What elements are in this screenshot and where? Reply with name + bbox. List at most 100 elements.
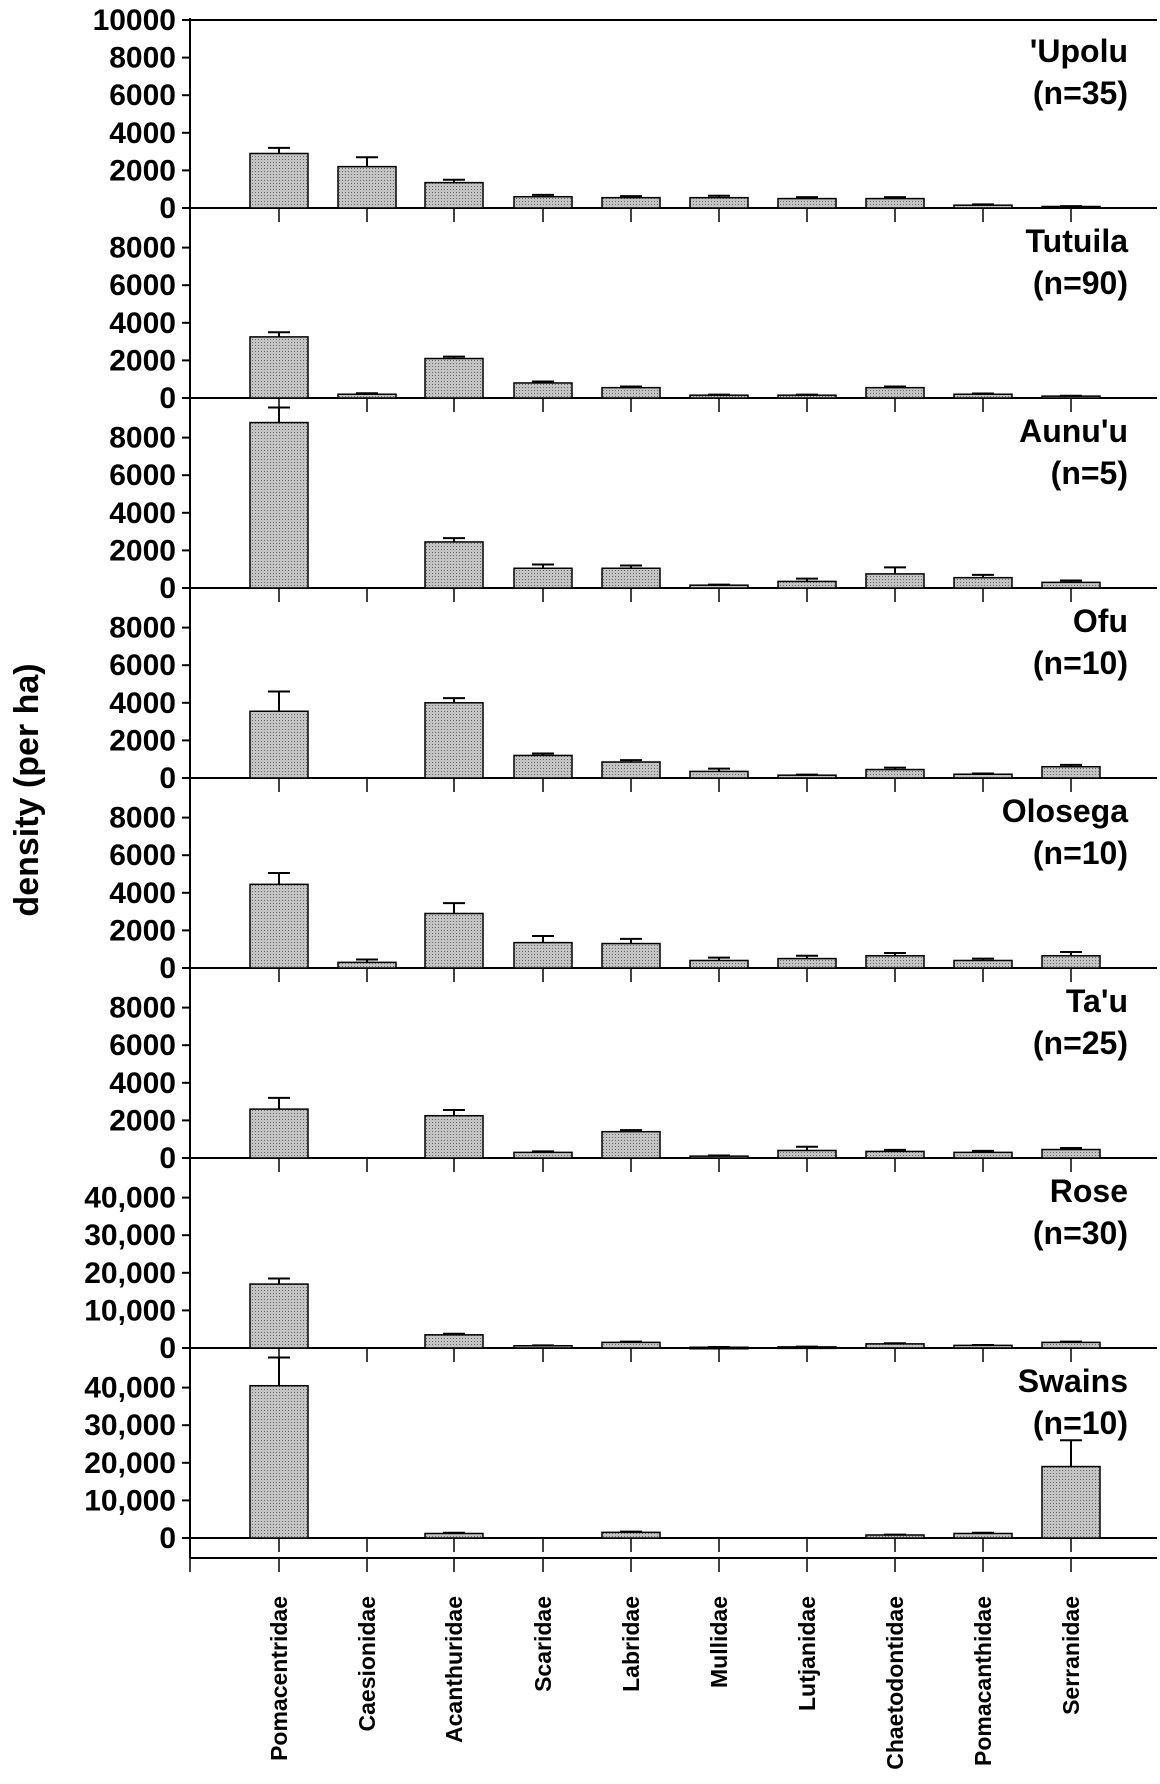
bar-scaridae — [513, 382, 573, 399]
bar-pomacentridae — [249, 883, 309, 969]
y-tick-label: 8000 — [109, 612, 176, 645]
y-tick-label: 6000 — [109, 459, 176, 492]
bar-caesionidae — [337, 393, 397, 399]
y-tick-label: 0 — [159, 382, 176, 415]
panel-name-label: Rose — [1050, 1173, 1128, 1209]
y-tick-label: 8000 — [109, 232, 176, 265]
bar-acanthuridae — [424, 181, 484, 209]
category-label-pomacentridae: Pomacentridae — [266, 1596, 292, 1761]
y-tick-label: 30,000 — [84, 1219, 176, 1252]
bar-scaridae — [513, 1151, 573, 1159]
y-tick-label: 0 — [159, 192, 176, 225]
y-tick-label: 8000 — [109, 802, 176, 835]
panel-name-label: Ofu — [1073, 603, 1128, 639]
bar-pomacanthidae — [953, 773, 1013, 779]
category-label-labridae: Labridae — [618, 1596, 644, 1692]
y-tick-label: 4000 — [109, 497, 176, 530]
panel-name-label: Tutuila — [1026, 223, 1129, 259]
category-label-chaetodontidae: Chaetodontidae — [882, 1596, 908, 1770]
bar-acanthuridae — [424, 541, 484, 589]
y-tick-label: 10000 — [93, 4, 176, 37]
bar-pomacanthidae — [953, 393, 1013, 399]
y-tick-label: 2000 — [109, 1104, 176, 1137]
bar-chaetodontidae — [865, 768, 925, 779]
bar-labridae — [601, 1531, 661, 1539]
bar-labridae — [601, 196, 661, 209]
y-tick-label: 40,000 — [84, 1182, 176, 1215]
y-tick-label: 4000 — [109, 117, 176, 150]
y-tick-label: 0 — [159, 1332, 176, 1365]
category-label-acanthuridae: Acanthuridae — [441, 1596, 467, 1743]
y-tick-label: 2000 — [109, 724, 176, 757]
bar-labridae — [601, 1130, 661, 1159]
bar-pomacanthidae — [953, 1532, 1013, 1539]
y-tick-label: 6000 — [109, 269, 176, 302]
y-axis-title: density (per ha) — [8, 663, 46, 916]
bar-lutjanidae — [777, 1149, 837, 1159]
y-tick-label: 4000 — [109, 1067, 176, 1100]
y-tick-label: 2000 — [109, 154, 176, 187]
bar-pomacanthidae — [953, 204, 1013, 209]
panel-n-label: (n=30) — [1033, 1215, 1128, 1251]
y-tick-label: 4000 — [109, 307, 176, 340]
bar-labridae — [601, 942, 661, 969]
bar-serranidae — [1041, 765, 1101, 779]
y-tick-label: 40,000 — [84, 1372, 176, 1405]
bar-chaetodontidae — [865, 197, 925, 209]
y-tick-label: 0 — [159, 952, 176, 985]
bar-labridae — [601, 1341, 661, 1349]
panel-n-label: (n=35) — [1033, 75, 1128, 111]
y-tick-label: 8000 — [109, 42, 176, 75]
y-tick-label: 10,000 — [84, 1484, 176, 1517]
y-tick-label: 20,000 — [84, 1257, 176, 1290]
bar-pomacentridae — [249, 1384, 309, 1539]
bar-chaetodontidae — [865, 1150, 925, 1159]
category-label-mullidae: Mullidae — [706, 1596, 732, 1688]
panel-name-label: Olosega — [1002, 793, 1128, 829]
bar-acanthuridae — [424, 1532, 484, 1539]
bar-serranidae — [1041, 1465, 1101, 1539]
bar-lutjanidae — [777, 580, 837, 589]
y-tick-label: 6000 — [109, 79, 176, 112]
panel-name-label: Aunu'u — [1019, 413, 1128, 449]
bar-acanthuridae — [424, 912, 484, 969]
bar-scaridae — [513, 195, 573, 209]
y-tick-label: 4000 — [109, 687, 176, 720]
y-tick-label: 6000 — [109, 1029, 176, 1062]
bar-scaridae — [513, 754, 573, 779]
bar-pomacanthidae — [953, 576, 1013, 589]
panel-n-label: (n=25) — [1033, 1025, 1128, 1061]
y-tick-label: 8000 — [109, 992, 176, 1025]
bar-mullidae — [689, 959, 749, 969]
bar-pomacentridae — [249, 152, 309, 209]
bar-acanthuridae — [424, 1334, 484, 1349]
panel-n-label: (n=5) — [1051, 455, 1128, 491]
bar-mullidae — [689, 770, 749, 779]
panel-name-label: 'Upolu — [1030, 33, 1128, 69]
bar-serranidae — [1041, 955, 1101, 969]
bar-scaridae — [513, 567, 573, 589]
y-tick-label: 2000 — [109, 344, 176, 377]
bar-labridae — [601, 567, 661, 589]
y-tick-label: 0 — [159, 572, 176, 605]
category-label-pomacanthidae: Pomacanthidae — [970, 1596, 996, 1766]
y-tick-label: 0 — [159, 1142, 176, 1175]
bar-lutjanidae — [777, 197, 837, 209]
bar-serranidae — [1041, 1148, 1101, 1159]
y-tick-label: 8000 — [109, 422, 176, 455]
bar-chaetodontidae — [865, 386, 925, 399]
y-tick-label: 0 — [159, 762, 176, 795]
bar-acanthuridae — [424, 702, 484, 779]
panel-n-label: (n=10) — [1033, 835, 1128, 871]
y-tick-label: 4000 — [109, 877, 176, 910]
bar-pomacentridae — [249, 1108, 309, 1159]
panel-n-label: (n=90) — [1033, 265, 1128, 301]
bar-scaridae — [513, 941, 573, 969]
panel-name-label: Ta'u — [1066, 983, 1128, 1019]
y-tick-label: 10,000 — [84, 1294, 176, 1327]
bar-caesionidae — [337, 165, 397, 209]
bar-chaetodontidae — [865, 955, 925, 969]
y-tick-label: 30,000 — [84, 1409, 176, 1442]
